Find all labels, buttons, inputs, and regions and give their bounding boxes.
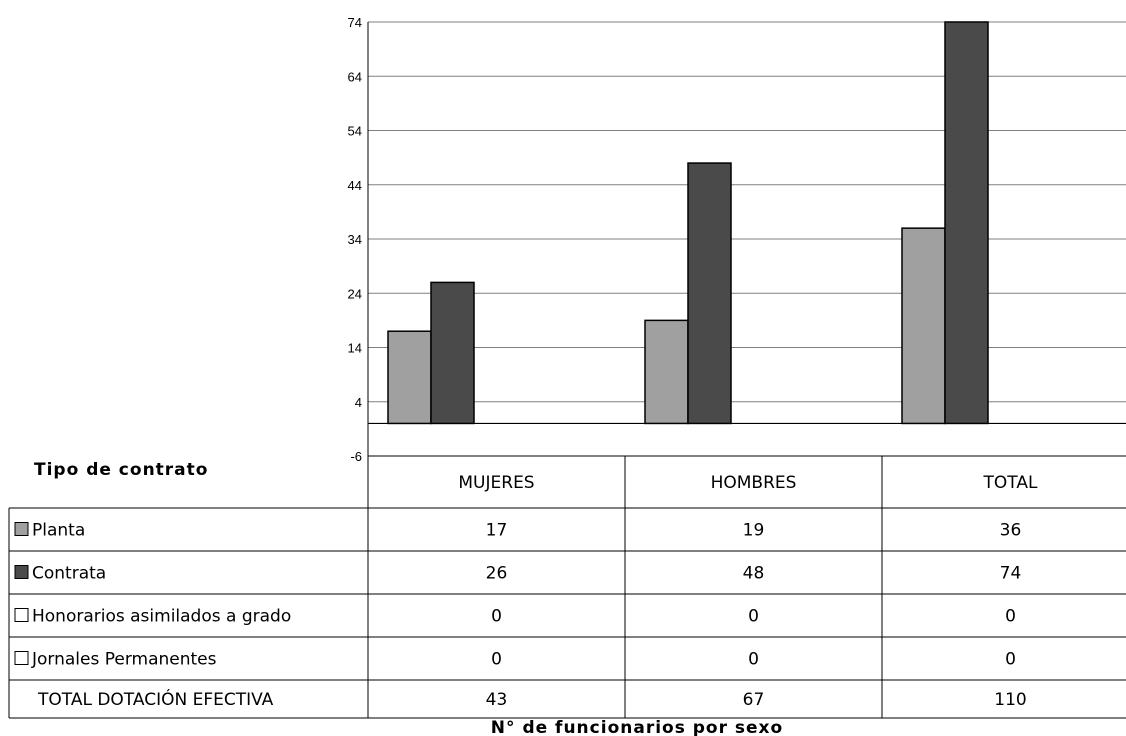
category-label: MUJERES xyxy=(458,473,534,493)
y-tick-label: 4 xyxy=(355,395,362,410)
table-cell: 48 xyxy=(743,564,765,584)
table-cell: 17 xyxy=(486,521,508,541)
total-row-label: TOTAL DOTACIÓN EFECTIVA xyxy=(37,688,274,710)
bars xyxy=(387,21,989,425)
y-tick-label: 24 xyxy=(348,286,362,301)
y-tick-label: 44 xyxy=(348,178,362,193)
table-header-label: Tipo de contrato xyxy=(34,460,208,480)
series-label: Planta xyxy=(32,521,85,541)
x-axis-label: N° de funcionarios por sexo xyxy=(491,718,783,736)
y-tick-label: 74 xyxy=(348,15,362,30)
category-label: TOTAL xyxy=(983,473,1038,493)
bar-contrata xyxy=(944,21,989,425)
category-label: HOMBRES xyxy=(711,473,797,493)
data-table: MUJERES HOMBRES TOTAL Planta 17 19 36 Contrata 2… xyxy=(8,455,1126,719)
legend-swatch xyxy=(14,651,29,665)
legend-swatch xyxy=(14,565,29,579)
series-label: Jornales Permanentes xyxy=(31,650,217,670)
y-tick-label: 54 xyxy=(348,124,362,139)
table-cell: 0 xyxy=(748,607,759,627)
gridlines xyxy=(367,21,1126,456)
y-tick-label: 64 xyxy=(348,69,362,84)
y-tick-label: 34 xyxy=(348,232,362,247)
table-cell: 0 xyxy=(491,607,502,627)
series-label: Honorarios asimilados a grado xyxy=(32,607,291,627)
table-cell: 0 xyxy=(491,650,502,670)
table-cell: 19 xyxy=(743,521,765,541)
table-cell: 0 xyxy=(1005,607,1016,627)
table-cell: 0 xyxy=(1005,650,1016,670)
table-cell: 36 xyxy=(1000,521,1022,541)
legend-swatch xyxy=(14,522,29,536)
total-cell: 67 xyxy=(743,690,765,710)
series-label: Contrata xyxy=(32,564,106,584)
y-tick-label: -6 xyxy=(350,449,362,464)
total-cell: 110 xyxy=(994,690,1026,710)
bar-planta xyxy=(387,330,432,425)
legend-swatch xyxy=(14,608,29,622)
bar-planta xyxy=(644,319,689,425)
bar-contrata xyxy=(687,162,732,425)
bar-planta xyxy=(901,227,946,425)
y-tick-label: 14 xyxy=(348,341,362,356)
bar-contrata xyxy=(430,281,475,425)
y-axis-ticks: -6 4 14 24 34 44 54 64 74 xyxy=(348,15,362,464)
table-cell: 26 xyxy=(486,564,508,584)
table-cell: 74 xyxy=(1000,564,1022,584)
table-cell: 0 xyxy=(748,650,759,670)
total-cell: 43 xyxy=(486,690,508,710)
